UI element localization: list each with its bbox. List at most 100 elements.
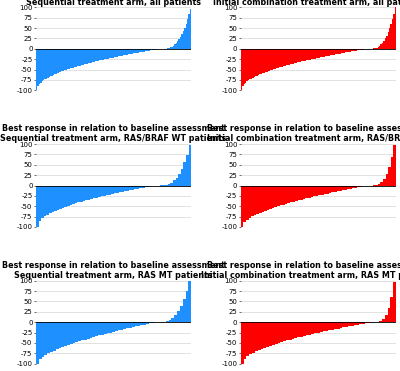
Bar (124, 322, 126, 329)
Bar (310, 49, 311, 59)
Bar (54, 186, 57, 211)
Bar (331, 186, 334, 193)
Bar (283, 322, 286, 341)
Bar (42, 49, 43, 81)
Bar (386, 36, 388, 49)
Bar (146, 322, 149, 324)
Bar (290, 49, 292, 64)
Bar (70, 322, 73, 344)
Bar (255, 322, 258, 351)
Bar (121, 49, 122, 56)
Bar (186, 291, 188, 322)
Bar (115, 322, 118, 331)
Bar (269, 322, 272, 346)
Bar (124, 186, 126, 191)
Bar (320, 322, 323, 332)
Bar (326, 322, 328, 331)
Bar (118, 322, 121, 331)
Bar (282, 186, 285, 204)
Bar (337, 322, 340, 328)
Bar (70, 49, 71, 69)
Bar (306, 49, 307, 60)
Bar (108, 186, 111, 195)
Bar (77, 49, 78, 66)
Bar (47, 322, 50, 354)
Bar (138, 322, 140, 326)
Bar (241, 186, 244, 227)
Bar (129, 49, 130, 54)
Bar (356, 322, 359, 325)
Bar (130, 49, 132, 54)
Bar (40, 49, 42, 83)
Bar (254, 186, 256, 215)
Bar (177, 41, 178, 49)
Bar (392, 19, 393, 49)
Bar (348, 49, 350, 52)
Bar (188, 145, 191, 186)
Bar (368, 322, 371, 323)
Bar (84, 322, 87, 339)
Bar (323, 49, 324, 57)
Bar (149, 49, 150, 50)
Bar (92, 322, 95, 337)
Bar (352, 49, 354, 51)
Bar (286, 49, 287, 65)
Bar (170, 47, 172, 49)
Bar (382, 43, 383, 49)
Bar (64, 186, 67, 207)
Bar (280, 322, 283, 342)
Bar (300, 186, 303, 200)
Bar (338, 49, 340, 54)
Bar (330, 49, 331, 55)
Bar (140, 49, 142, 52)
Bar (84, 49, 85, 64)
Bar (289, 49, 290, 65)
Bar (255, 49, 256, 76)
Bar (70, 186, 72, 205)
Bar (80, 49, 81, 66)
Bar (289, 322, 292, 339)
Bar (100, 49, 101, 60)
Bar (259, 49, 260, 75)
Bar (126, 322, 129, 328)
Bar (138, 49, 139, 53)
Bar (317, 322, 320, 333)
Bar (101, 49, 102, 60)
Bar (64, 322, 67, 346)
Bar (178, 174, 181, 186)
Bar (143, 322, 146, 325)
Bar (93, 186, 96, 198)
Bar (332, 49, 334, 55)
Bar (49, 186, 52, 213)
Bar (114, 186, 116, 193)
Bar (104, 49, 105, 59)
Bar (106, 49, 108, 59)
Bar (385, 39, 386, 49)
Bar (91, 49, 92, 63)
Bar (135, 49, 136, 53)
Bar (112, 49, 114, 58)
Bar (181, 34, 183, 49)
Bar (98, 49, 100, 61)
Bar (147, 186, 150, 187)
Bar (85, 49, 87, 64)
Bar (302, 49, 303, 62)
Bar (275, 49, 276, 69)
Bar (67, 322, 70, 345)
Bar (139, 49, 140, 52)
Bar (249, 322, 252, 354)
Bar (266, 322, 269, 347)
Bar (375, 48, 376, 49)
Bar (57, 49, 58, 73)
Bar (135, 322, 138, 326)
Bar (133, 49, 135, 53)
Bar (177, 312, 180, 322)
Bar (167, 48, 169, 49)
Bar (290, 186, 292, 202)
Bar (172, 318, 174, 322)
Bar (266, 49, 268, 72)
Bar (357, 186, 360, 187)
Bar (56, 49, 57, 73)
Bar (376, 47, 378, 49)
Bar (311, 322, 314, 334)
